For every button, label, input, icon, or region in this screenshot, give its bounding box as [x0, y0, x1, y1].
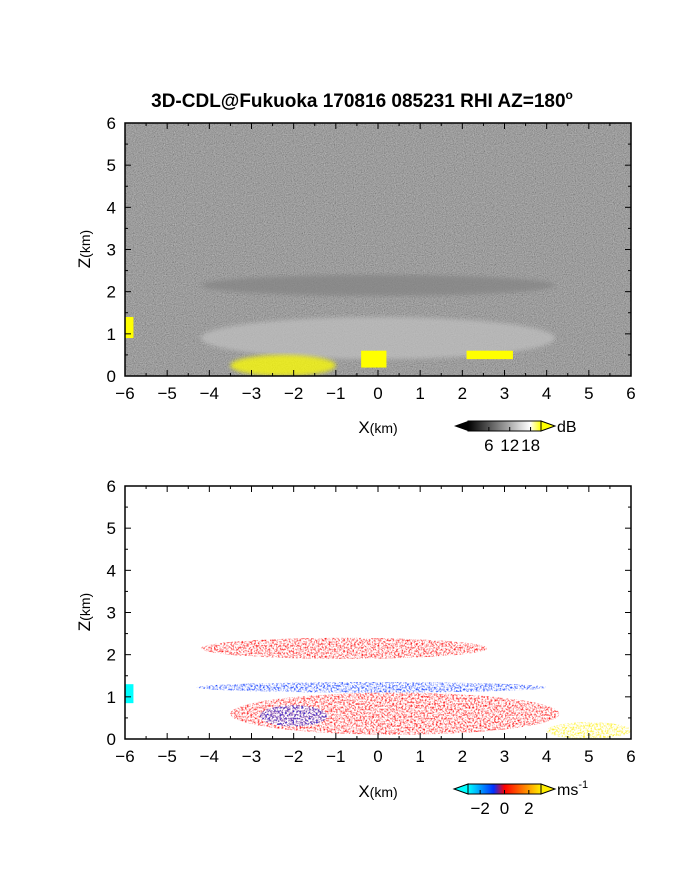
velocity-features: [125, 637, 631, 739]
doppler_velocity-feature: [259, 705, 328, 727]
y-tick-label: 2: [107, 283, 116, 302]
y-tick-label: 2: [107, 646, 116, 665]
colorbar-tick-label: 6: [484, 436, 493, 455]
y-tick-label: 0: [107, 367, 116, 386]
y-tick-label: 5: [107, 156, 116, 175]
x-tick-label: 4: [542, 384, 551, 403]
doppler_velocity-feature: [200, 637, 488, 659]
doppler_velocity-feature: [125, 684, 134, 704]
reflectivity-feature: [200, 274, 556, 296]
x-tick-label: 4: [542, 747, 551, 766]
reflectivity-feature: [361, 350, 387, 368]
y-tick-label: 6: [107, 477, 116, 496]
reflectivity-feature: [466, 350, 513, 360]
velocity-colorbar-label: ms-1: [557, 779, 588, 799]
x-tick-label: −3: [242, 747, 261, 766]
colorbar-tick-label: 18: [521, 436, 540, 455]
reflectivity-colorbar: dB 6 12 18: [454, 419, 577, 455]
x-tick-label: 6: [626, 747, 635, 766]
x-tick-label: 6: [626, 384, 635, 403]
x-tick-label: 5: [584, 384, 593, 403]
reflectivity-ylabel: Z(km): [75, 230, 94, 268]
chart-title: 3D-CDL@Fukuoka 170816 085231 RHI AZ=180o: [151, 88, 573, 112]
x-tick-label: 1: [415, 747, 424, 766]
reflectivity-feature: [230, 354, 336, 376]
reflectivity-axes: −6 −5 −4 −3 −2 −1 0 1 2 3 4 5 6 0 1 2 3 4 5 6: [107, 114, 636, 403]
x-tick-label: −5: [157, 384, 176, 403]
x-tick-label: −6: [115, 384, 134, 403]
x-tick-label: 1: [415, 384, 424, 403]
y-tick-label: 4: [107, 561, 116, 580]
x-tick-label: 2: [458, 747, 467, 766]
x-tick-label: −6: [115, 747, 134, 766]
reflectivity-features: [125, 274, 556, 376]
reflectivity-colorbar-ticks: 6 12 18: [484, 427, 540, 455]
x-tick-label: −5: [157, 747, 176, 766]
reflectivity-colorbar-bar: [467, 420, 542, 432]
x-tick-label: 3: [500, 384, 509, 403]
x-tick-label: −4: [200, 384, 219, 403]
x-tick-label: −3: [242, 384, 261, 403]
x-tick-label: −2: [284, 747, 303, 766]
velocity-panel: −6 −5 −4 −3 −2 −1 0 1 2 3 4 5 6 0 1 2 3 4 5 6 X(km) Z(km) m…: [75, 477, 636, 818]
y-tick-label: 5: [107, 519, 116, 538]
reflectivity-feature: [200, 316, 556, 360]
y-tick-label: 4: [107, 198, 116, 217]
colorbar-tick-label: 2: [524, 799, 533, 818]
chart-title-main: 3D-CDL@Fukuoka 170816 085231 RHI AZ=180: [151, 91, 565, 112]
velocity-colorbar-right-arrow: [540, 783, 557, 795]
x-tick-label: −4: [200, 747, 219, 766]
x-tick-label: 3: [500, 747, 509, 766]
y-tick-label: 3: [107, 604, 116, 623]
x-tick-label: −2: [284, 384, 303, 403]
degree-superscript: o: [566, 88, 573, 102]
velocity-ylabel: Z(km): [75, 593, 94, 631]
y-tick-label: 1: [107, 325, 116, 344]
velocity-colorbar-ticks: −2 0 2: [470, 790, 534, 818]
x-tick-label: 5: [584, 747, 593, 766]
x-tick-label: −1: [326, 384, 345, 403]
y-tick-label: 3: [107, 241, 116, 260]
reflectivity-colorbar-left-arrow: [454, 421, 468, 431]
reflectivity-colorbar-right-arrow: [540, 420, 557, 432]
y-tick-label: 1: [107, 688, 116, 707]
y-tick-label: 6: [107, 114, 116, 133]
x-tick-label: 0: [373, 384, 382, 403]
reflectivity-feature: [125, 316, 134, 339]
colorbar-tick-label: 0: [500, 799, 509, 818]
velocity-xlabel: X(km): [358, 782, 397, 801]
colorbar-tick-label: −2: [470, 799, 489, 818]
reflectivity-xlabel: X(km): [358, 418, 397, 437]
velocity-colorbar-left-arrow: [452, 783, 469, 795]
colorbar-tick-label: 12: [500, 436, 519, 455]
reflectivity-colorbar-label: dB: [557, 419, 577, 436]
x-tick-label: −1: [326, 747, 345, 766]
velocity-axes: −6 −5 −4 −3 −2 −1 0 1 2 3 4 5 6 0 1 2 3 4 5 6: [107, 477, 636, 766]
y-tick-label: 0: [107, 730, 116, 749]
velocity-colorbar: ms-1 −2 0 2: [452, 779, 588, 818]
doppler_velocity-feature: [546, 722, 631, 739]
x-tick-label: 0: [373, 747, 382, 766]
doppler_velocity-feature: [196, 682, 547, 693]
x-tick-label: 2: [458, 384, 467, 403]
